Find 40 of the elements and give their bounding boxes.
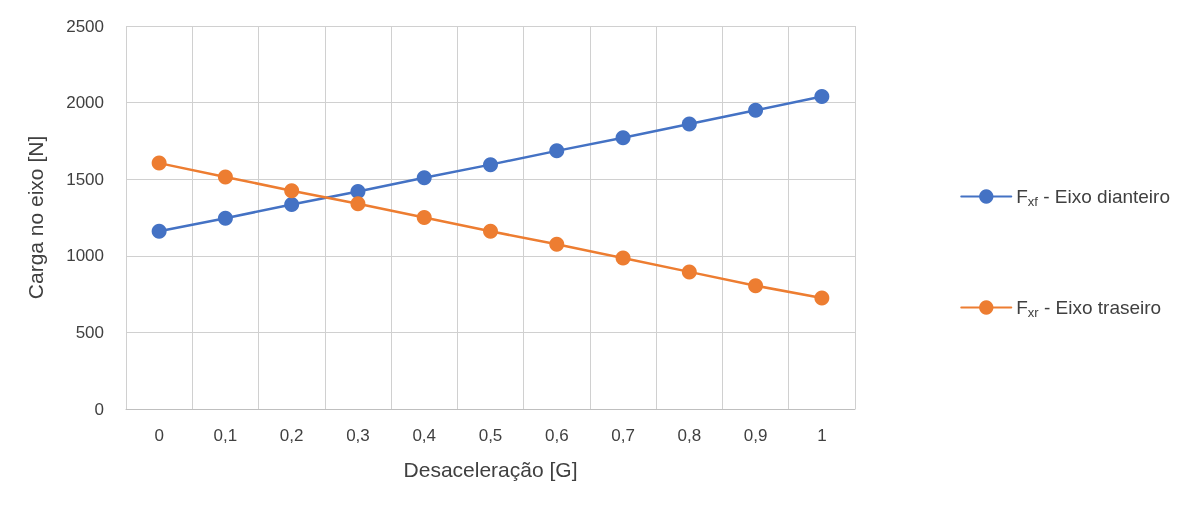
y-tick-label: 1500 [66,169,104,189]
point [416,210,432,225]
x-tick-label: 0,1 [213,426,238,445]
point [549,143,565,159]
y-tick-label: 2000 [66,93,104,113]
point [350,196,366,212]
y-tick-label: 1000 [66,246,104,266]
x-tick-label: 0,6 [544,426,569,445]
y-axis-title: Carga no eixo [N] [24,135,47,300]
y-tick-label: 2500 [66,16,104,36]
point [151,223,167,239]
point [284,183,300,199]
y-tick-label: 0 [94,399,104,419]
point [284,196,300,212]
point [748,278,764,294]
point [483,157,498,173]
point [748,102,764,118]
point [615,130,631,146]
point [217,210,233,226]
x-tick-label: 0,5 [478,426,503,445]
y-tick-label: 500 [75,322,104,342]
point [814,88,830,104]
point [416,170,432,186]
point [483,223,498,239]
x-tick-label: 0,4 [412,426,437,445]
x-tick-label: 0,2 [279,426,304,445]
x-tick-label: 0,7 [611,426,635,445]
point [151,155,167,171]
point [217,169,233,185]
x-tick-label: 0,8 [677,426,702,445]
x-tick-label: 0,9 [743,426,768,445]
point [681,264,697,280]
point [814,290,830,306]
point [549,236,565,252]
x-axis-title: Desaceleração [G] [403,458,578,481]
point [615,250,631,266]
x-tick-label: 0,3 [346,426,370,445]
x-tick-label: 1 [817,426,827,445]
point [681,116,697,132]
x-tick-label: 0 [154,426,164,445]
